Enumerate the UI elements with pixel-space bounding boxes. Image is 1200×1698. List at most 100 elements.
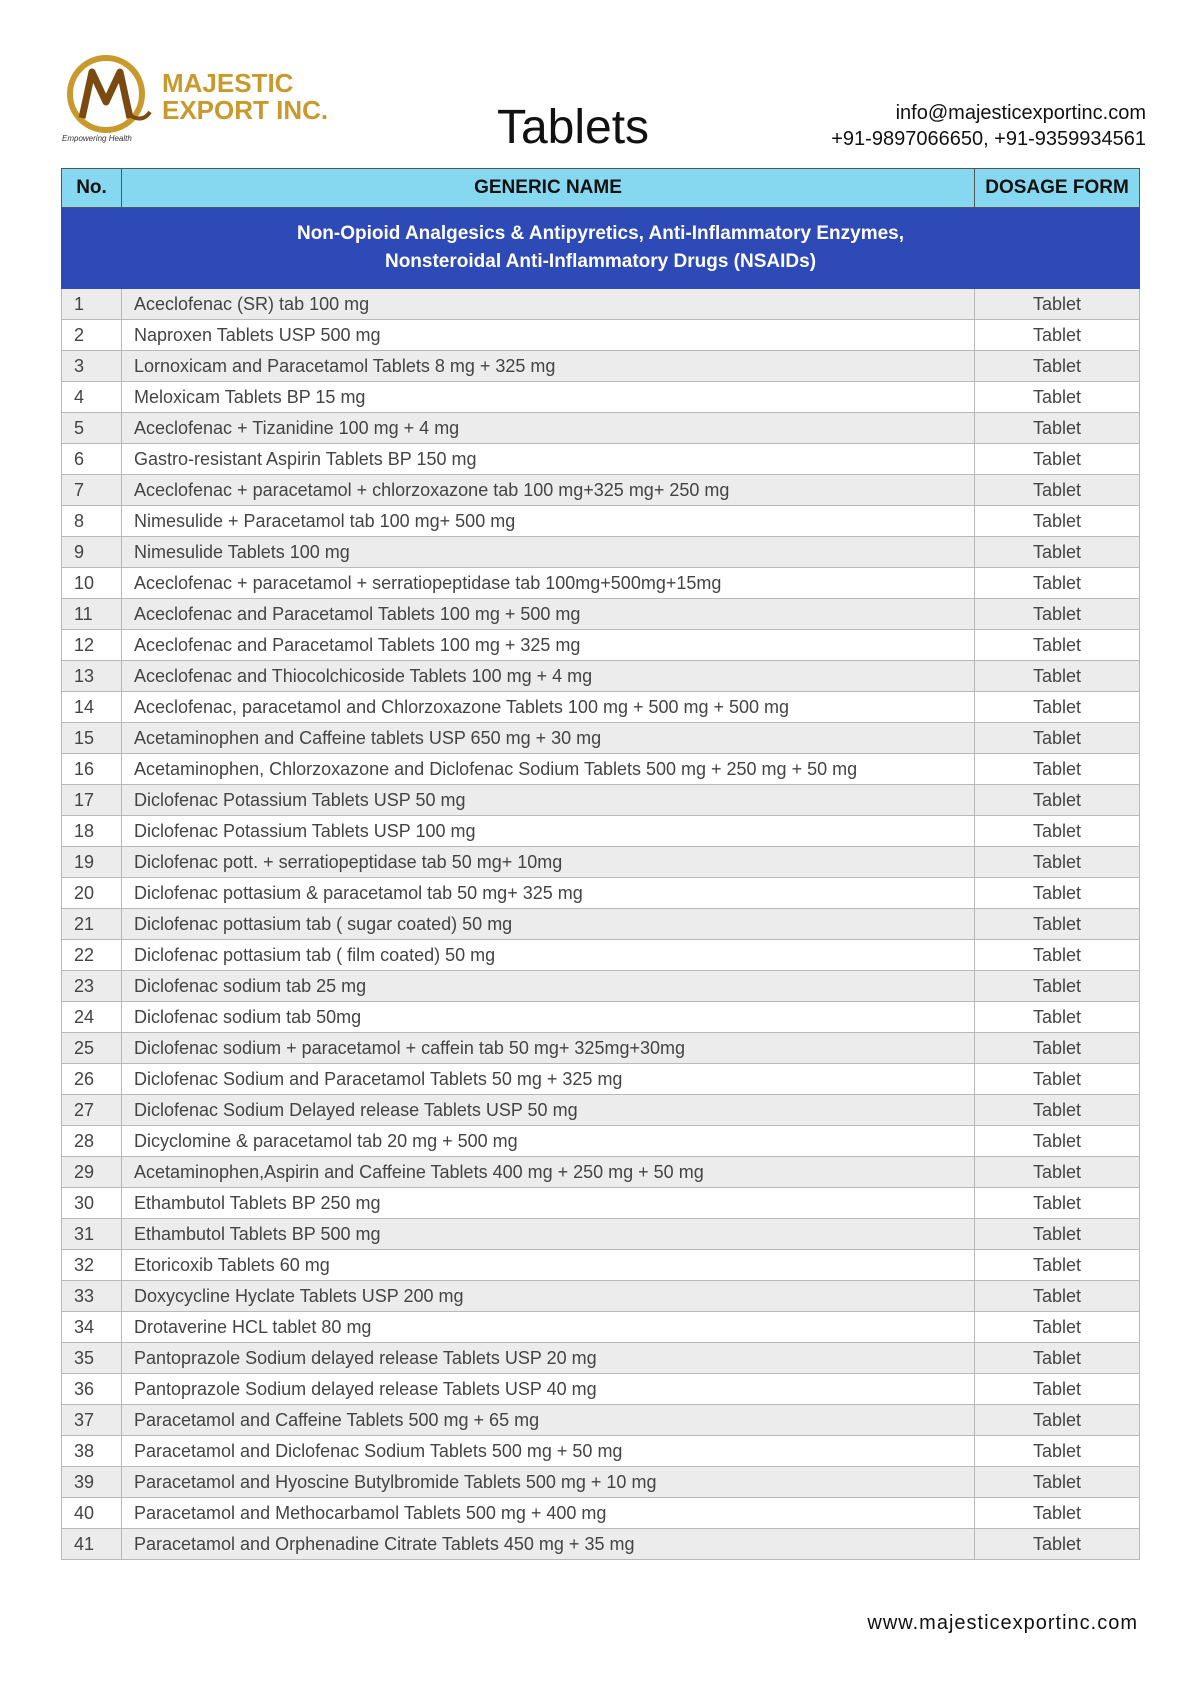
generic-name: Aceclofenac + paracetamol + chlorzoxazon… — [121, 474, 975, 506]
generic-name: Diclofenac Potassium Tablets USP 50 mg — [121, 784, 975, 816]
dosage-form: Tablet — [974, 412, 1140, 444]
generic-name: Acetaminophen and Caffeine tablets USP 6… — [121, 722, 975, 754]
dosage-form: Tablet — [974, 908, 1140, 940]
table-row: 26 Diclofenac Sodium and Paracetamol Tabl… — [61, 1063, 1140, 1095]
row-number: 9 — [61, 536, 122, 568]
generic-name: Drotaverine HCL tablet 80 mg — [121, 1311, 975, 1343]
dosage-form: Tablet — [974, 536, 1140, 568]
row-number: 28 — [61, 1125, 122, 1157]
table-head: No. GENERIC NAME DOSAGE FORM — [61, 168, 1140, 208]
dosage-form: Tablet — [974, 784, 1140, 816]
dosage-form: Tablet — [974, 319, 1140, 351]
row-number: 2 — [61, 319, 122, 351]
row-number: 13 — [61, 660, 122, 692]
row-number: 30 — [61, 1187, 122, 1219]
generic-name: Diclofenac pottasium tab ( sugar coated)… — [121, 908, 975, 940]
row-number: 35 — [61, 1342, 122, 1374]
dosage-form: Tablet — [974, 1218, 1140, 1250]
dosage-form: Tablet — [974, 350, 1140, 382]
table-row: 40 Paracetamol and Methocarbamol Tablets … — [61, 1497, 1140, 1529]
logo-swoosh — [126, 110, 152, 121]
row-number: 39 — [61, 1466, 122, 1498]
website: www.majesticexportinc.com — [867, 1612, 1138, 1634]
dosage-form: Tablet — [974, 1528, 1140, 1560]
tagline: Empowering Health — [62, 134, 132, 143]
dosage-form: Tablet — [974, 815, 1140, 847]
generic-name: Etoricoxib Tablets 60 mg — [121, 1249, 975, 1281]
row-number: 11 — [61, 598, 122, 630]
row-number: 36 — [61, 1373, 122, 1405]
dosage-form: Tablet — [974, 753, 1140, 785]
dosage-form: Tablet — [974, 505, 1140, 537]
dosage-form: Tablet — [974, 1094, 1140, 1126]
header-row: No. GENERIC NAME DOSAGE FORM — [61, 168, 1140, 208]
row-number: 22 — [61, 939, 122, 971]
dosage-form: Tablet — [974, 1032, 1140, 1064]
row-number: 27 — [61, 1094, 122, 1126]
row-number: 12 — [61, 629, 122, 661]
table-row: 1 Aceclofenac (SR) tab 100 mg Tablet — [61, 288, 1140, 320]
table-row: 35 Pantoprazole Sodium delayed release Ta… — [61, 1342, 1140, 1374]
dosage-form: Tablet — [974, 1497, 1140, 1529]
dosage-form: Tablet — [974, 1342, 1140, 1374]
dosage-form: Tablet — [974, 443, 1140, 475]
row-number: 1 — [61, 288, 122, 320]
table-row: 32 Etoricoxib Tablets 60 mg Tablet — [61, 1249, 1140, 1281]
dosage-form: Tablet — [974, 1249, 1140, 1281]
table-row: 18 Diclofenac Potassium Tablets USP 100 m… — [61, 815, 1140, 847]
generic-name: Paracetamol and Diclofenac Sodium Tablet… — [121, 1435, 975, 1467]
table-row: 9 Nimesulide Tablets 100 mg Tablet — [61, 536, 1140, 568]
section-line: Nonsteroidal Anti-Inflammatory Drugs (NS… — [384, 251, 817, 272]
table-row: 13 Aceclofenac and Thiocolchicoside Table… — [61, 660, 1140, 692]
table-row: 30 Ethambutol Tablets BP 250 mg Tablet — [61, 1187, 1140, 1219]
table-row: 20 Diclofenac pottasium & paracetamol tab… — [61, 877, 1140, 909]
dosage-form: Tablet — [974, 877, 1140, 909]
generic-name: Dicyclomine & paracetamol tab 20 mg + 50… — [121, 1125, 975, 1157]
row-number: 31 — [61, 1218, 122, 1250]
row-number: 25 — [61, 1032, 122, 1064]
dosage-form: Tablet — [974, 1001, 1140, 1033]
row-number: 3 — [61, 350, 122, 382]
dosage-form: Tablet — [974, 474, 1140, 506]
table-row: 27 Diclofenac Sodium Delayed release Tabl… — [61, 1094, 1140, 1126]
table-body: Non-Opioid Analgesics & Antipyretics, An… — [61, 207, 1140, 1560]
row-number: 18 — [61, 815, 122, 847]
column-header: DOSAGE FORM — [974, 168, 1140, 208]
table-row: 21 Diclofenac pottasium tab ( sugar coate… — [61, 908, 1140, 940]
row-number: 8 — [61, 505, 122, 537]
dosage-form: Tablet — [974, 846, 1140, 878]
table-row: 24 Diclofenac sodium tab 50mg Tablet — [61, 1001, 1140, 1033]
dosage-form: Tablet — [974, 1373, 1140, 1405]
dosage-form: Tablet — [974, 660, 1140, 692]
phone: +91-9897066650, +91-9359934561 — [831, 128, 1146, 150]
row-number: 37 — [61, 1404, 122, 1436]
table-row: 25 Diclofenac sodium + paracetamol + caff… — [61, 1032, 1140, 1064]
section-row: Non-Opioid Analgesics & Antipyretics, An… — [61, 207, 1140, 289]
row-number: 26 — [61, 1063, 122, 1095]
generic-name: Pantoprazole Sodium delayed release Tabl… — [121, 1342, 975, 1374]
table-row: 28 Dicyclomine & paracetamol tab 20 mg + … — [61, 1125, 1140, 1157]
row-number: 20 — [61, 877, 122, 909]
table-row: 38 Paracetamol and Diclofenac Sodium Tabl… — [61, 1435, 1140, 1467]
generic-name: Nimesulide Tablets 100 mg — [121, 536, 975, 568]
table-row: 34 Drotaverine HCL tablet 80 mg Tablet — [61, 1311, 1140, 1343]
generic-name: Diclofenac Sodium and Paracetamol Tablet… — [121, 1063, 975, 1095]
table-row: 22 Diclofenac pottasium tab ( film coated… — [61, 939, 1140, 971]
generic-name: Aceclofenac + Tizanidine 100 mg + 4 mg — [121, 412, 975, 444]
brand: MAJESTIC EXPORT INC. — [162, 70, 328, 124]
row-number: 41 — [61, 1528, 122, 1560]
table-row: 3 Lornoxicam and Paracetamol Tablets 8 mg… — [61, 350, 1140, 382]
dosage-form: Tablet — [974, 629, 1140, 661]
section-line: Non-Opioid Analgesics & Antipyretics, An… — [296, 223, 905, 244]
row-number: 7 — [61, 474, 122, 506]
table-row: 5 Aceclofenac + Tizanidine 100 mg + 4 mg T… — [61, 412, 1140, 444]
generic-name: Aceclofenac, paracetamol and Chlorzoxazo… — [121, 691, 975, 723]
row-number: 6 — [61, 443, 122, 475]
table-row: 6 Gastro-resistant Aspirin Tablets BP 150… — [61, 443, 1140, 475]
generic-name: Acetaminophen, Chlorzoxazone and Diclofe… — [121, 753, 975, 785]
generic-name: Aceclofenac and Paracetamol Tablets 100 … — [121, 629, 975, 661]
table-row: 8 Nimesulide + Paracetamol tab 100 mg+ 50… — [61, 505, 1140, 537]
generic-name: Aceclofenac (SR) tab 100 mg — [121, 288, 975, 320]
table-row: 36 Pantoprazole Sodium delayed release Ta… — [61, 1373, 1140, 1405]
generic-name: Diclofenac pott. + serratiopeptidase tab… — [121, 846, 975, 878]
